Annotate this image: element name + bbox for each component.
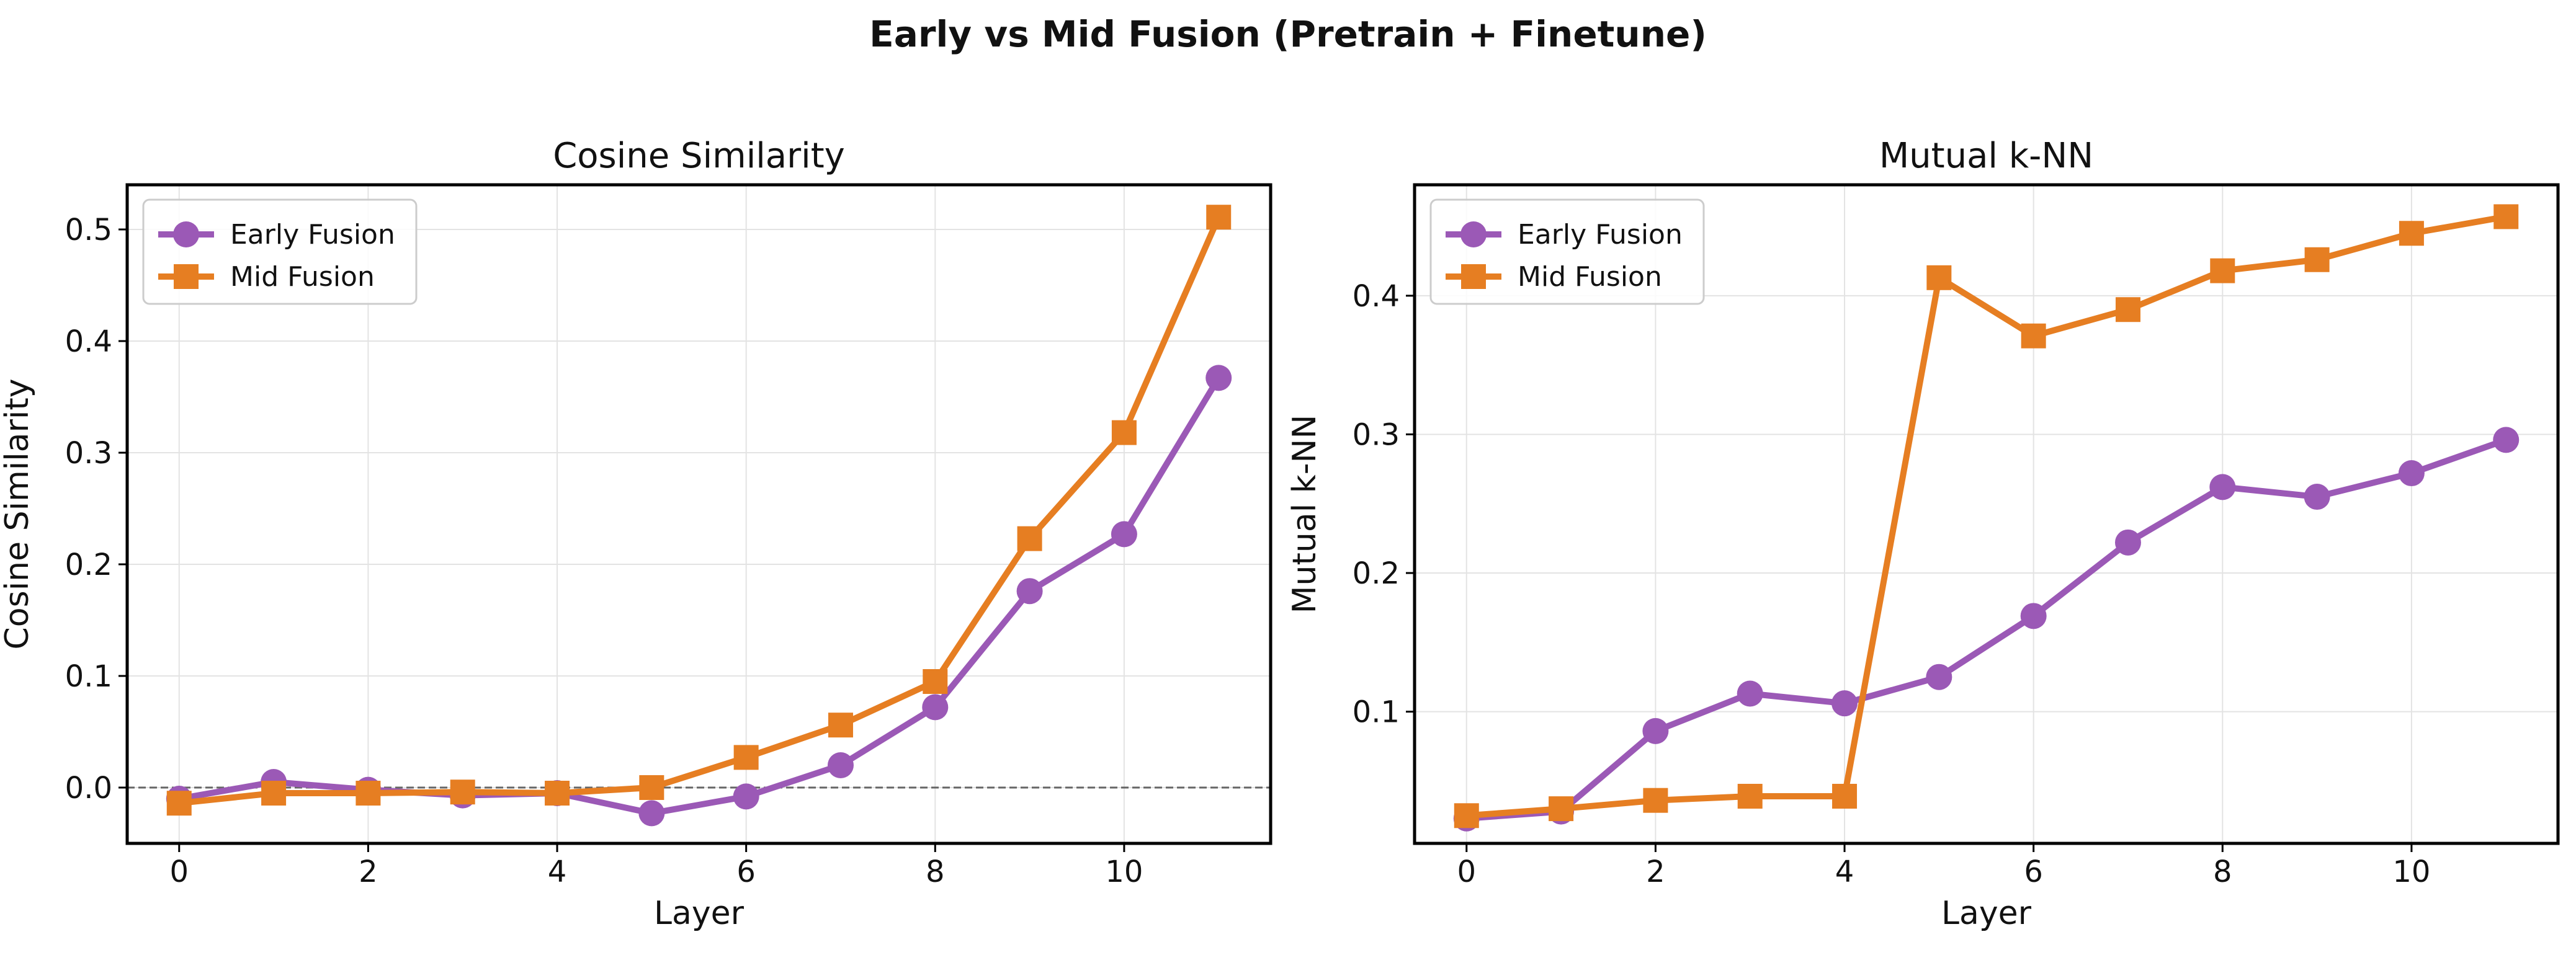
early-fusion-point	[2304, 484, 2330, 510]
x-tick-label: 8	[2213, 855, 2232, 889]
early-fusion-line	[176, 375, 1222, 817]
early-fusion-point	[1642, 717, 1669, 744]
x-tick-label: 6	[736, 855, 756, 889]
axes-frame	[125, 183, 1272, 845]
y-axis-label: Mutual k-NN	[1286, 415, 1323, 614]
x-tick-label: 0	[1457, 855, 1476, 889]
y-axis-label: Cosine Similarity	[0, 379, 36, 650]
figure-title: Early vs Mid Fusion (Pretrain + Finetune…	[869, 13, 1707, 55]
mid-fusion-point	[639, 775, 664, 800]
mid-fusion-point	[545, 781, 570, 806]
mid-fusion-legend-marker	[1461, 264, 1486, 289]
mid-fusion-point	[1111, 420, 1137, 445]
mid-fusion-point	[1832, 783, 1858, 809]
early-fusion-point	[1016, 578, 1043, 605]
x-tick-label: 10	[1105, 855, 1143, 889]
x-tick-label: 0	[169, 855, 189, 889]
mid-fusion-point	[2210, 258, 2235, 283]
mid-fusion-point	[261, 781, 287, 806]
y-tick-label: 0.1	[1353, 695, 1400, 730]
x-tick-label: 4	[548, 855, 567, 889]
x-axis-label: Layer	[1941, 895, 2032, 932]
mid-fusion-point	[166, 791, 192, 816]
y-tick-label: 0.2	[1353, 556, 1400, 591]
mid-fusion-point	[356, 781, 381, 806]
mid-fusion-point	[733, 745, 759, 770]
early-fusion-point	[922, 694, 949, 721]
mid-fusion-legend-label: Mid Fusion	[230, 261, 375, 293]
mid-fusion-point	[1454, 803, 1479, 828]
mid-fusion-point	[828, 713, 853, 738]
x-axis-label: Layer	[654, 895, 745, 932]
early-fusion-line	[1463, 437, 2510, 822]
mid-fusion-point	[450, 780, 475, 805]
early-fusion-point	[827, 752, 854, 778]
mid-fusion-point	[1643, 788, 1668, 813]
y-tick-label: 0.3	[65, 436, 112, 471]
mid-fusion-line	[176, 214, 1222, 807]
x-tick-label: 10	[2392, 855, 2430, 889]
mid-fusion-point	[1549, 796, 1574, 822]
early-fusion-point	[2209, 474, 2236, 500]
mid-fusion-point	[1206, 205, 1232, 230]
early-fusion-point	[638, 800, 665, 827]
early-fusion-point	[1737, 680, 1763, 707]
y-tick-label: 0.1	[65, 659, 112, 694]
x-tick-label: 4	[1835, 855, 1854, 889]
early-fusion-point	[1831, 690, 1858, 717]
early-fusion-point	[2020, 603, 2047, 629]
early-fusion-legend-label: Early Fusion	[1518, 219, 1683, 251]
early-fusion-point	[1926, 664, 1952, 690]
mid-fusion-legend-label: Mid Fusion	[1518, 261, 1662, 293]
mid-fusion-point	[2115, 297, 2140, 322]
y-tick-label: 0.2	[65, 548, 112, 582]
mid-fusion-point	[923, 669, 948, 694]
early-fusion-legend-marker	[1460, 221, 1487, 247]
y-tick-label: 0.4	[1353, 279, 1400, 314]
early-fusion-point	[733, 783, 759, 810]
y-tick-label: 0.5	[65, 213, 112, 247]
mid-fusion-legend-marker	[174, 264, 199, 289]
axes-title: Cosine Similarity	[553, 136, 845, 176]
early-fusion-legend-marker	[173, 221, 199, 247]
x-tick-label: 2	[1646, 855, 1665, 889]
mid-fusion-point	[1926, 265, 1952, 290]
early-fusion-point	[1205, 365, 1232, 391]
early-fusion-point	[2493, 427, 2520, 453]
early-fusion-legend-label: Early Fusion	[230, 219, 395, 251]
mid-fusion-line	[1463, 213, 2510, 819]
mid-fusion-point	[2493, 204, 2519, 229]
x-tick-label: 8	[926, 855, 945, 889]
y-tick-label: 0.0	[65, 771, 112, 806]
y-tick-label: 0.4	[65, 324, 112, 359]
mid-fusion-point	[2021, 323, 2046, 349]
mutual-knn-chart: 0 2 4 6 8 10 0.1 0.2 0.3 0.4 Mutual k-NN Layer Mutua…	[1286, 136, 2560, 932]
early-fusion-point	[1111, 521, 1137, 548]
cosine-similarity-chart: 0 2 4 6 8 10 0.0 0.1 0.2 0.3 0.4 0.5 Cosine Similari…	[0, 136, 1272, 932]
axes-title: Mutual k-NN	[1879, 136, 2093, 176]
mid-fusion-point	[1737, 783, 1763, 809]
axes-frame	[1413, 183, 2560, 845]
y-tick-label: 0.3	[1353, 417, 1400, 452]
mid-fusion-point	[2399, 221, 2424, 246]
mid-fusion-point	[1017, 526, 1042, 551]
x-tick-label: 2	[359, 855, 378, 889]
x-tick-label: 6	[2024, 855, 2043, 889]
early-fusion-point	[2114, 529, 2141, 556]
early-fusion-point	[2398, 460, 2425, 487]
mid-fusion-point	[2304, 247, 2330, 272]
